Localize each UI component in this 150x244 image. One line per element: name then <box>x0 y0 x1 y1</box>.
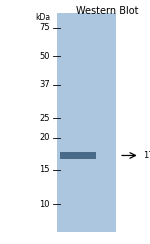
Bar <box>57 13 116 232</box>
Text: 10: 10 <box>39 200 50 209</box>
Text: Western Blot: Western Blot <box>76 6 139 16</box>
Text: 15: 15 <box>39 165 50 174</box>
Text: 20: 20 <box>39 133 50 142</box>
Text: 25: 25 <box>39 114 50 123</box>
Text: 37: 37 <box>39 81 50 90</box>
Text: 50: 50 <box>39 52 50 61</box>
Text: 75: 75 <box>39 23 50 32</box>
Text: 17kDa: 17kDa <box>143 151 150 160</box>
Bar <box>60 152 96 159</box>
Text: kDa: kDa <box>35 13 50 22</box>
